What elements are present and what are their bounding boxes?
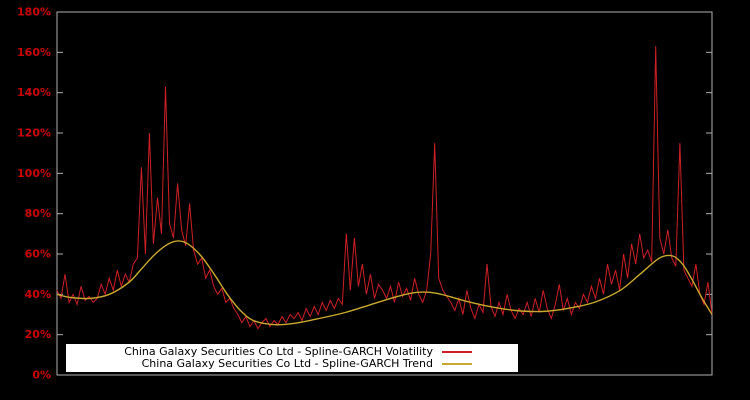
chart-legend: China Galaxy Securities Co Ltd - Spline-… — [66, 344, 518, 372]
volatility-line — [56, 46, 713, 330]
legend-row-trend: China Galaxy Securities Co Ltd - Spline-… — [66, 358, 518, 370]
y-tick-label: 40% — [25, 288, 51, 301]
y-tick-label: 180% — [17, 6, 51, 19]
legend-row-volatility: China Galaxy Securities Co Ltd - Spline-… — [66, 346, 518, 358]
trend-line — [56, 240, 713, 326]
y-tick-label: 0% — [32, 369, 51, 382]
y-tick-label: 100% — [17, 167, 51, 180]
volatility-line-sample — [442, 351, 472, 353]
y-tick-label: 160% — [17, 46, 51, 59]
trend-line-sample — [442, 363, 472, 365]
y-tick-label: 60% — [25, 248, 51, 261]
legend-label-volatility: China Galaxy Securities Co Ltd - Spline-… — [124, 345, 433, 358]
y-tick-label: 120% — [17, 127, 51, 140]
legend-label-trend: China Galaxy Securities Co Ltd - Spline-… — [141, 357, 433, 370]
y-tick-label: 80% — [25, 207, 51, 220]
plot-frame — [56, 11, 713, 376]
y-tick-label: 20% — [25, 328, 51, 341]
y-tick-label: 140% — [17, 86, 51, 99]
